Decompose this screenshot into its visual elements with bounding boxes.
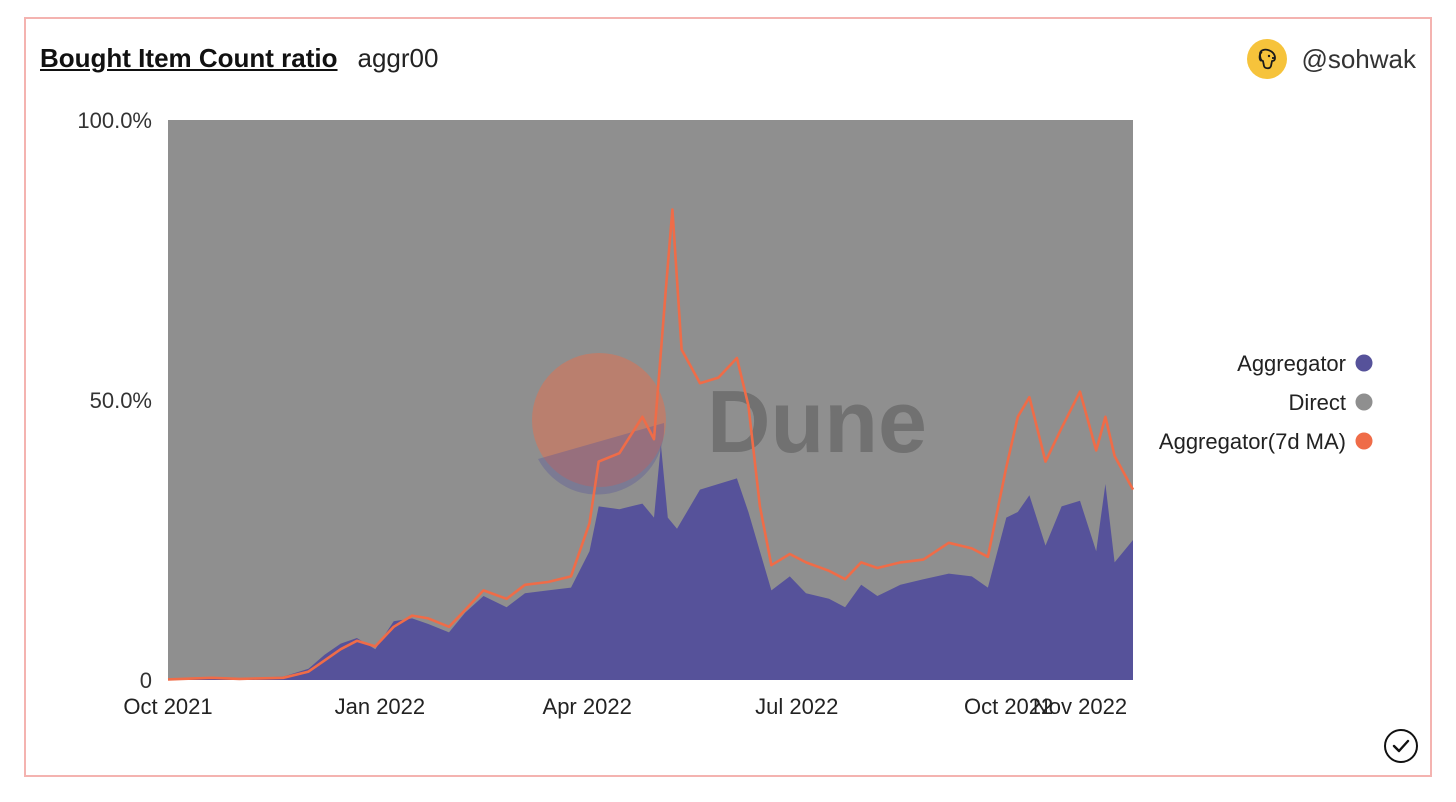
checkmark-icon[interactable] <box>1384 729 1418 763</box>
legend-swatch <box>1355 393 1373 411</box>
x-tick-label: Jan 2022 <box>335 694 426 719</box>
watermark-text: Dune <box>707 372 927 471</box>
chart-subtitle: aggr00 <box>357 43 439 73</box>
x-tick-label: Jul 2022 <box>755 694 838 719</box>
chart-title-link[interactable]: Bought Item Count ratio <box>40 43 338 73</box>
x-tick-label: Oct 2021 <box>123 694 212 719</box>
y-tick-label: 0 <box>140 668 152 693</box>
legend-label: Aggregator(7d MA) <box>1159 429 1346 454</box>
author[interactable]: @sohwak <box>1247 39 1416 79</box>
legend-label: Aggregator <box>1237 351 1346 376</box>
chart-svg: Dune 0 50.0% 100.0% Oct 2021 Jan 2022 Apr 2022… <box>77 108 1373 719</box>
legend-swatch <box>1355 354 1373 372</box>
legend-swatch <box>1355 432 1373 450</box>
x-tick-label: Oct 2022 <box>964 694 1053 719</box>
aggregator-7d-ma-line <box>167 208 1135 681</box>
watermark-logo-slice <box>538 423 665 495</box>
x-tick-label: Apr 2022 <box>543 694 632 719</box>
y-tick-label: 50.0% <box>90 388 152 413</box>
y-tick-label: 100.0% <box>77 108 152 133</box>
author-name: @sohwak <box>1301 43 1416 74</box>
watermark-logo <box>532 353 666 487</box>
chart-card: Dune 0 50.0% 100.0% Oct 2021 Jan 2022 Apr 2022… <box>24 17 1432 777</box>
legend-label: Direct <box>1289 390 1346 415</box>
dog-avatar-icon <box>1247 39 1288 79</box>
aggregator-area <box>168 444 1133 680</box>
x-tick-label: Nov 2022 <box>1033 694 1127 719</box>
chart-header: Bought Item Count ratio aggr00 <box>40 43 438 74</box>
